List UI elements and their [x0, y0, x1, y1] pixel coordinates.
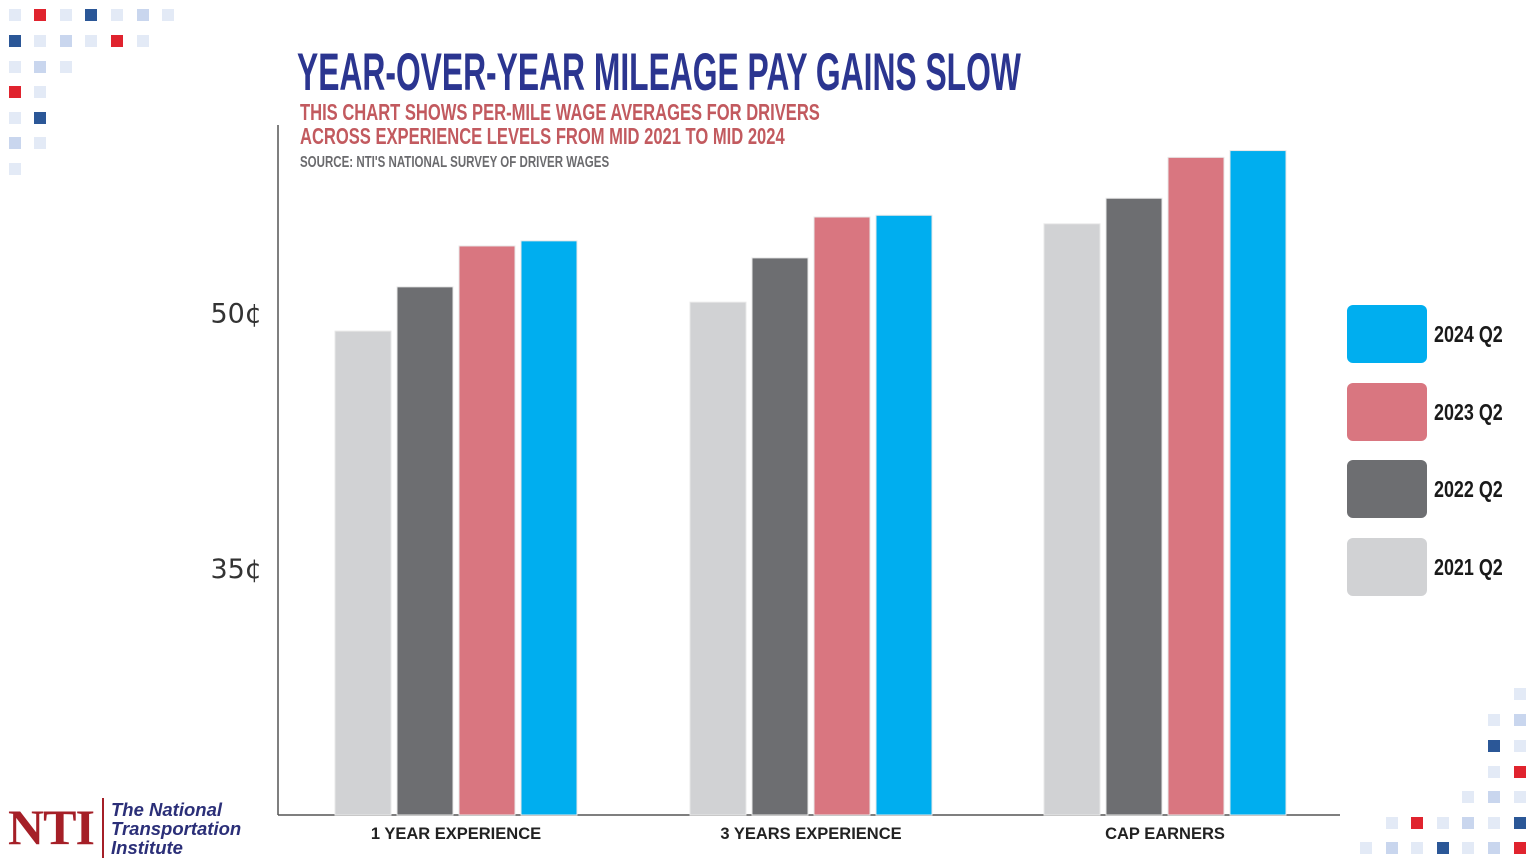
decorative-square: [9, 112, 21, 124]
decorative-square: [9, 86, 21, 98]
decorative-square: [137, 9, 149, 21]
legend-label: 2021 Q2: [1434, 555, 1503, 581]
decorative-square: [1488, 766, 1500, 778]
subtitle-line: THIS CHART SHOWS PER-MILE WAGE AVERAGES …: [300, 99, 820, 125]
decorative-square: [9, 35, 21, 47]
bar-2022-q2: [1105, 197, 1163, 816]
bar-2021-q2: [1043, 223, 1101, 816]
legend-swatch: [1347, 460, 1427, 518]
decorative-square: [34, 86, 46, 98]
y-tick-label: 50¢: [210, 298, 262, 329]
decorative-square: [1514, 766, 1526, 778]
decorative-square: [111, 9, 123, 21]
decorative-square: [1437, 817, 1449, 829]
legend-label: 2022 Q2: [1434, 477, 1503, 503]
decorative-square: [111, 35, 123, 47]
decorative-square: [1462, 842, 1474, 854]
y-tick-label: 35¢: [210, 554, 262, 585]
logo-divider: [102, 798, 104, 858]
decorative-square: [1488, 842, 1500, 854]
decorative-square: [1488, 740, 1500, 752]
decorative-square: [34, 112, 46, 124]
legend-swatch: [1347, 383, 1427, 441]
decorative-square: [9, 9, 21, 21]
bar-2023-q2: [458, 245, 516, 816]
bar-2022-q2: [396, 286, 454, 816]
logo-name-line: Institute: [111, 837, 183, 858]
decorative-square: [1411, 817, 1423, 829]
chart-subtitle: THIS CHART SHOWS PER-MILE WAGE AVERAGES …: [300, 100, 1022, 148]
decorative-square: [1411, 842, 1423, 854]
decorative-square: [34, 137, 46, 149]
decorative-square: [1488, 817, 1500, 829]
x-category-label: 3 YEARS EXPERIENCE: [720, 825, 901, 843]
chart-source: SOURCE: NTI'S NATIONAL SURVEY OF DRIVER …: [300, 154, 729, 172]
x-category-label: 1 YEAR EXPERIENCE: [371, 825, 541, 843]
decorative-square: [1488, 714, 1500, 726]
bar-2022-q2: [751, 257, 809, 816]
decorative-square: [1514, 817, 1526, 829]
bar-2024-q2: [1229, 150, 1287, 816]
source-text: SOURCE: NTI'S NATIONAL SURVEY OF DRIVER …: [300, 154, 610, 171]
subtitle-line: ACROSS EXPERIENCE LEVELS FROM MID 2021 T…: [300, 123, 785, 149]
decorative-square: [60, 61, 72, 73]
decorative-square: [137, 35, 149, 47]
chart-title: YEAR-OVER-YEAR MILEAGE PAY GAINS SLOW: [297, 43, 1503, 102]
decorative-square: [1437, 842, 1449, 854]
decorative-square: [60, 35, 72, 47]
x-category-label: CAP EARNERS: [1105, 825, 1225, 843]
legend-label: 2024 Q2: [1434, 322, 1503, 348]
legend-swatch: [1347, 305, 1427, 363]
logo-name-line: Transportation: [111, 818, 242, 839]
logo-mark: NTI: [8, 799, 95, 855]
decorative-square: [1462, 791, 1474, 803]
bar-2024-q2: [875, 214, 933, 816]
logo-name: The National Transportation Institute: [111, 800, 241, 857]
decorative-square: [1488, 791, 1500, 803]
decorative-square: [1462, 817, 1474, 829]
bar-2024-q2: [520, 240, 578, 816]
bar-2021-q2: [334, 330, 392, 816]
decorative-square: [9, 163, 21, 175]
decorative-square: [60, 9, 72, 21]
bar-2021-q2: [689, 301, 747, 816]
decorative-square: [34, 9, 46, 21]
decorative-square: [1514, 714, 1526, 726]
bar-2023-q2: [813, 216, 871, 816]
decorative-square: [162, 9, 174, 21]
decorative-square: [1514, 791, 1526, 803]
decorative-square: [1514, 842, 1526, 854]
decorative-square: [1514, 740, 1526, 752]
decorative-square: [34, 61, 46, 73]
decorative-square: [34, 35, 46, 47]
chart-title-text: YEAR-OVER-YEAR MILEAGE PAY GAINS SLOW: [297, 43, 1021, 102]
decorative-square: [1360, 842, 1372, 854]
legend-label: 2023 Q2: [1434, 400, 1503, 426]
decorative-square: [1386, 842, 1398, 854]
decorative-square: [9, 61, 21, 73]
decorative-square: [85, 35, 97, 47]
legend-swatch: [1347, 538, 1427, 596]
bar-2023-q2: [1167, 156, 1225, 816]
logo-name-line: The National: [111, 799, 223, 820]
decorative-square: [9, 137, 21, 149]
decorative-square: [85, 9, 97, 21]
decorative-square: [1386, 817, 1398, 829]
decorative-square: [1514, 688, 1526, 700]
